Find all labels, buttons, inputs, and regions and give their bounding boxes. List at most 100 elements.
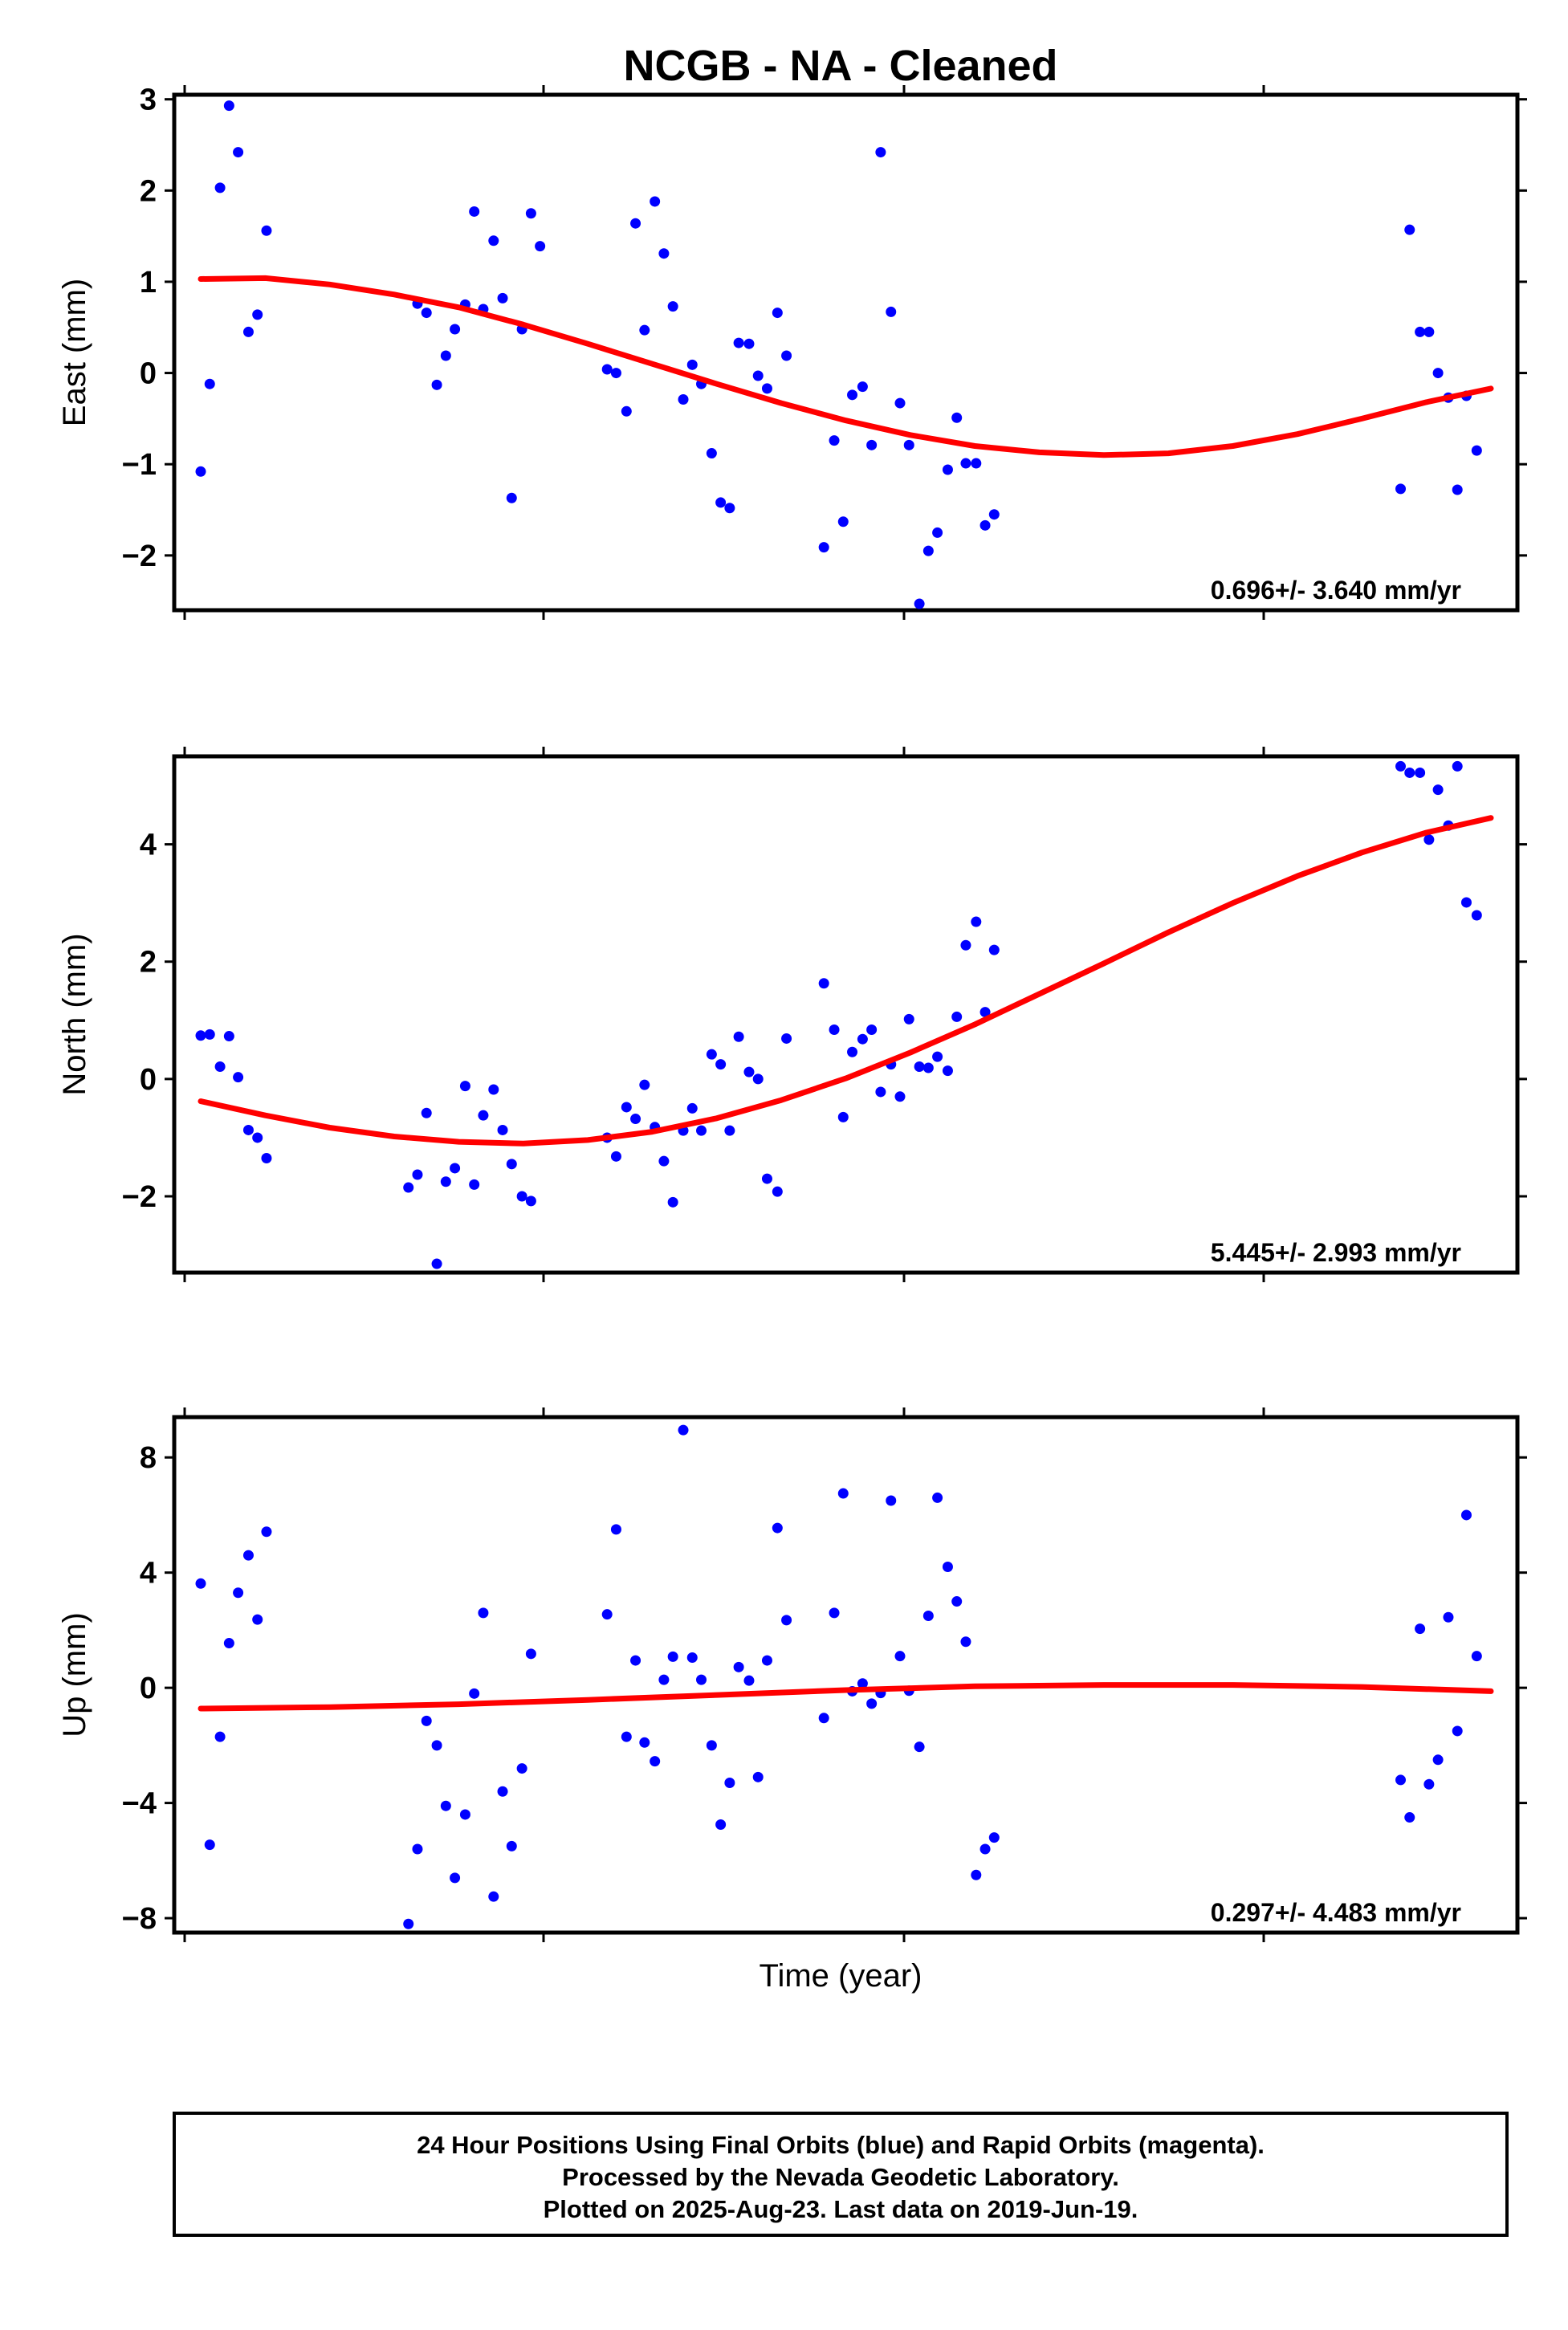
data-point — [979, 1007, 991, 1018]
y-tick-label: −8 — [122, 1902, 157, 1936]
data-point — [837, 1488, 849, 1499]
data-point — [818, 978, 829, 989]
fit-curve — [198, 1682, 1494, 1712]
y-tick-label: −1 — [122, 448, 157, 482]
data-point — [261, 1153, 272, 1164]
data-point — [1395, 760, 1407, 772]
data-point — [1395, 1774, 1407, 1786]
data-point — [971, 1869, 982, 1880]
y-tick-label: 0 — [140, 1672, 157, 1705]
chart-title: NCGB - NA - Cleaned — [623, 42, 1057, 90]
panel-2: −2 0 2 4 North (mm) 5.445+/- 2.993 mm/yr — [57, 747, 1527, 1282]
data-point — [621, 1731, 632, 1742]
y-tick-label: 8 — [140, 1441, 157, 1475]
data-point — [195, 1578, 206, 1589]
data-point — [525, 1196, 536, 1207]
data-point — [412, 1169, 423, 1180]
data-point — [866, 439, 878, 450]
data-point — [829, 435, 840, 446]
data-point — [421, 308, 432, 319]
data-point — [951, 1596, 963, 1607]
data-point — [951, 412, 963, 423]
data-point — [621, 1102, 632, 1113]
data-point — [752, 370, 764, 381]
data-point — [1460, 1509, 1472, 1521]
data-point — [706, 1740, 717, 1751]
data-point — [459, 1081, 470, 1092]
data-point — [1432, 784, 1444, 796]
rate-label: 0.297+/- 4.483 mm/yr — [1211, 1898, 1461, 1927]
data-point — [233, 1072, 244, 1083]
data-point — [233, 147, 244, 158]
data-point — [894, 397, 906, 409]
data-point — [894, 1651, 906, 1662]
data-point — [450, 1872, 461, 1884]
data-point — [204, 1029, 215, 1040]
data-point — [724, 1777, 735, 1788]
data-point — [1452, 1725, 1463, 1737]
data-point — [488, 235, 499, 246]
data-point — [421, 1107, 432, 1118]
footer-line-1: 24 Hour Positions Using Final Orbits (bl… — [417, 2131, 1265, 2159]
data-point — [610, 1151, 621, 1162]
data-point — [667, 1651, 678, 1662]
data-point — [488, 1084, 499, 1095]
data-point — [403, 1918, 414, 1929]
data-point — [1471, 445, 1482, 456]
y-tick-label: 2 — [140, 174, 157, 208]
data-point — [516, 1191, 527, 1202]
y-axis-label: North (mm) — [57, 933, 92, 1095]
data-point — [450, 324, 461, 335]
y-tick-label: 4 — [140, 829, 157, 862]
y-axis-label: Up (mm) — [57, 1612, 92, 1737]
data-point — [497, 292, 508, 303]
data-point — [988, 944, 1000, 955]
data-point — [630, 1114, 641, 1125]
data-point — [469, 1179, 480, 1190]
data-point — [733, 337, 744, 348]
data-point — [706, 1049, 717, 1060]
data-point — [733, 1661, 744, 1672]
data-point — [535, 241, 546, 252]
data-point — [223, 1638, 234, 1649]
data-point — [233, 1587, 244, 1599]
data-point — [667, 301, 678, 312]
y-tick-label: 4 — [140, 1557, 157, 1591]
y-tick-label: 0 — [140, 357, 157, 391]
data-point — [922, 1062, 934, 1073]
data-point — [1443, 1611, 1454, 1623]
data-point — [960, 458, 971, 469]
data-point — [696, 1125, 707, 1136]
data-point — [715, 497, 727, 508]
data-point — [252, 1614, 263, 1625]
data-point — [971, 916, 982, 927]
data-point — [639, 324, 650, 336]
data-point — [678, 1424, 689, 1436]
data-point — [686, 1652, 698, 1663]
data-point — [214, 182, 226, 193]
data-point — [421, 1715, 432, 1726]
data-point — [837, 516, 849, 528]
data-point — [1452, 760, 1463, 772]
data-point — [914, 1061, 925, 1073]
data-point — [431, 1740, 442, 1751]
data-point — [875, 147, 886, 158]
y-tick-label: 2 — [140, 946, 157, 980]
data-point — [772, 308, 783, 319]
data-point — [951, 1011, 963, 1022]
data-point — [678, 394, 689, 405]
data-point — [497, 1786, 508, 1797]
data-point — [639, 1737, 650, 1748]
data-point — [1423, 834, 1435, 845]
data-point — [1471, 910, 1482, 921]
y-tick-label: 0 — [140, 1063, 157, 1097]
y-tick-label: −2 — [122, 1180, 157, 1214]
data-point — [261, 1526, 272, 1538]
data-point — [847, 389, 858, 401]
data-point — [857, 381, 868, 393]
data-point — [252, 309, 263, 320]
data-point — [506, 1840, 517, 1851]
data-point — [469, 206, 480, 217]
data-point — [506, 492, 517, 503]
x-axis-label: Time (year) — [760, 1958, 922, 1994]
